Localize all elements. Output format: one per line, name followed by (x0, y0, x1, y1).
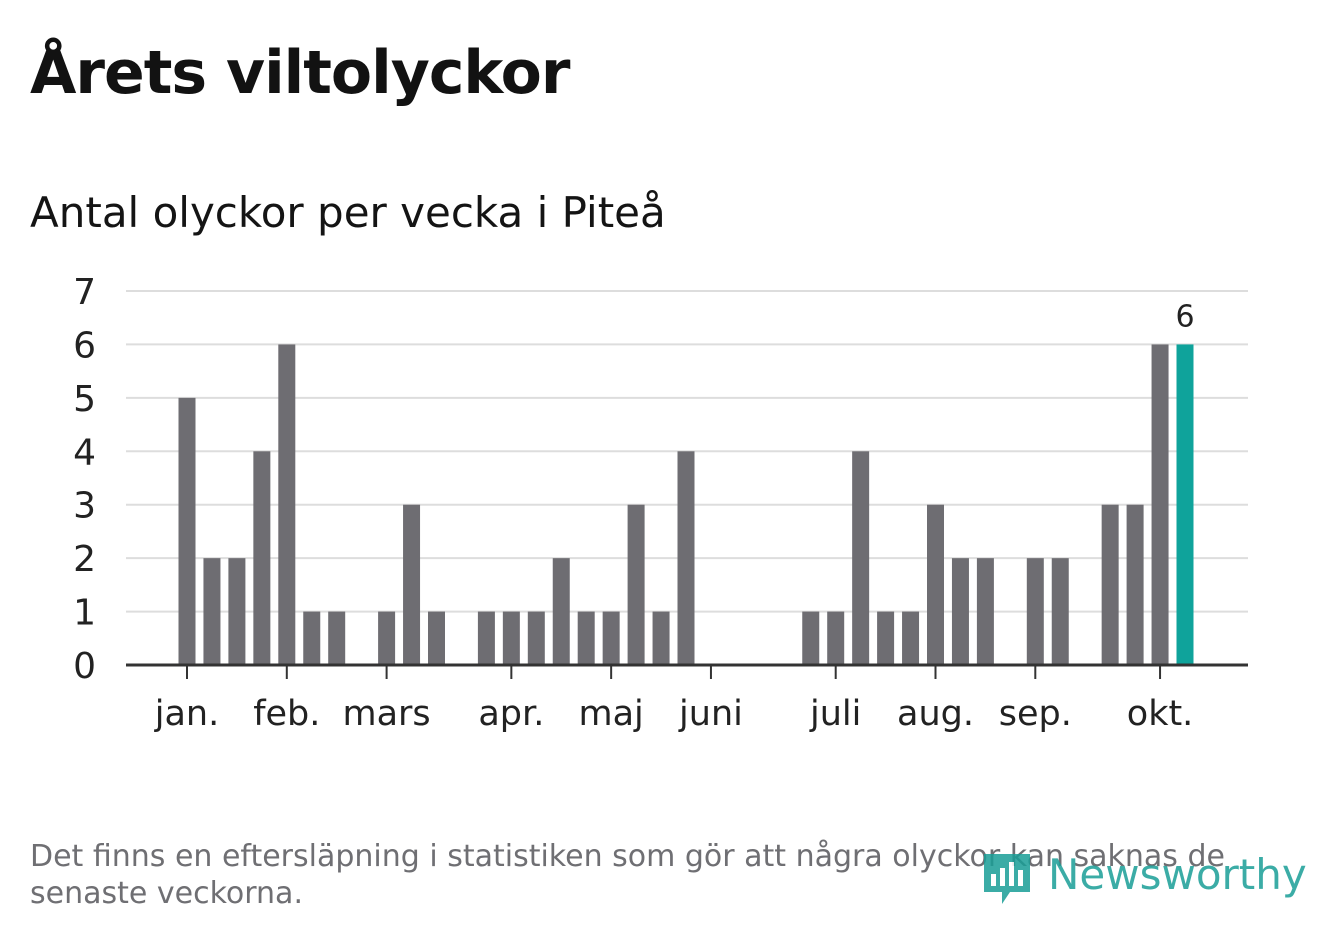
x-tick-label: jan. (154, 694, 219, 734)
y-tick-label: 7 (73, 272, 96, 313)
bar (802, 611, 820, 665)
bar (577, 611, 595, 665)
bar (902, 611, 920, 665)
bar-highlight (1176, 344, 1194, 665)
x-tick-label: okt. (1127, 694, 1194, 734)
bar (502, 611, 520, 665)
bar (303, 611, 321, 665)
bar (477, 611, 495, 665)
y-tick-label: 2 (73, 539, 96, 580)
data-label: 6 (1175, 299, 1194, 334)
x-tick-label: aug. (897, 694, 974, 734)
bars (178, 344, 1194, 665)
chart-title: Årets viltolyckor (30, 38, 570, 108)
bar (627, 504, 645, 665)
bar (652, 611, 670, 665)
y-tick-label: 0 (73, 646, 96, 687)
bar (951, 558, 969, 665)
bar (253, 451, 271, 665)
bar (378, 611, 396, 665)
bar (1101, 504, 1119, 665)
bar-chart: 0 1 2 3 4 5 6 7 jan. feb. mars apr. maj juni juli aug.… (73, 272, 1248, 734)
newsworthy-logo-icon (984, 854, 1030, 904)
bar (602, 611, 620, 665)
bar (927, 504, 944, 665)
data-labels: 6 (1175, 299, 1194, 334)
chart-subtitle: Antal olyckor per vecka i Piteå (30, 188, 666, 237)
bar (1151, 344, 1169, 665)
newsworthy-logo: Newsworthy (980, 848, 1307, 912)
y-tick-label: 3 (73, 486, 96, 527)
bar (527, 611, 545, 665)
bar (278, 344, 296, 665)
bar (877, 611, 895, 665)
x-tick-label: apr. (478, 694, 544, 734)
x-axis-ticks: jan. feb. mars apr. maj juni juli aug. sep. okt. (154, 665, 1194, 734)
y-axis-ticks: 0 1 2 3 4 5 6 7 (73, 272, 96, 687)
newsworthy-logo-text: Newsworthy (1048, 850, 1307, 899)
y-tick-label: 1 (73, 593, 96, 634)
y-tick-label: 6 (73, 325, 96, 366)
bar (677, 451, 695, 665)
bar (827, 611, 845, 665)
bar (178, 397, 196, 665)
bar (403, 504, 421, 665)
x-tick-label: feb. (253, 694, 320, 734)
x-tick-label: maj (579, 694, 644, 734)
y-tick-label: 4 (73, 432, 96, 473)
bar (552, 558, 570, 665)
bar (228, 558, 246, 665)
y-tick-label: 5 (73, 379, 96, 420)
bar (428, 611, 445, 665)
bar (1026, 558, 1044, 665)
x-tick-label: mars (343, 694, 431, 734)
bar (1126, 504, 1144, 665)
x-tick-label: sep. (999, 694, 1072, 734)
x-tick-label: juni (678, 694, 743, 734)
bar (976, 558, 994, 665)
bar (203, 558, 221, 665)
bar (852, 451, 870, 665)
x-tick-label: juli (809, 694, 861, 734)
bar (1051, 558, 1069, 665)
bar (328, 611, 346, 665)
